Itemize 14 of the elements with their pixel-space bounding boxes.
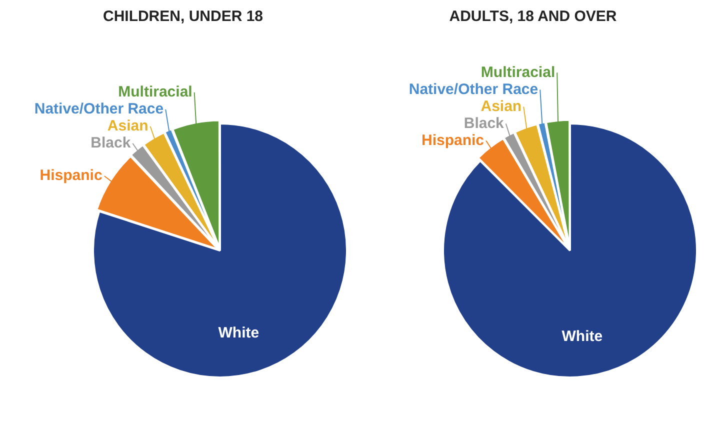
slice-label: White [218, 324, 260, 342]
slice-label: Hispanic [422, 132, 484, 149]
slice-label: Multiracial [118, 84, 192, 101]
slice-label: Asian [107, 118, 148, 135]
slice-label: Multiracial [480, 64, 556, 81]
chart-title: ADULTS, 18 AND OVER [448, 8, 618, 27]
slice-label: Black [90, 134, 132, 152]
slice-label: Black [464, 114, 505, 132]
slice-label: White [562, 328, 603, 346]
slice-label: Native/Other Race [34, 100, 164, 118]
chart-title: CHILDREN, UNDER 18 [102, 8, 264, 27]
slice-label: Hispanic [40, 167, 102, 184]
slice-label: Native/Other Race [408, 80, 538, 98]
slice-label: Asian [480, 98, 522, 115]
